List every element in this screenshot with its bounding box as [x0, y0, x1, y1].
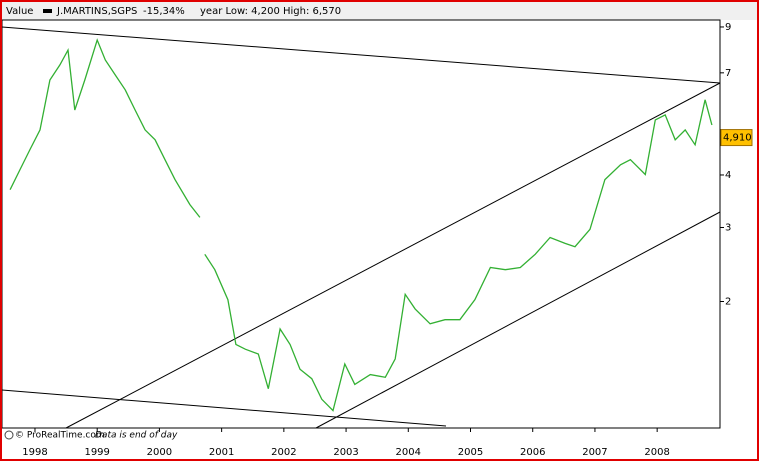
- header-change: -15,34%: [143, 6, 185, 17]
- trend-line: [65, 82, 721, 429]
- trend-line: [1, 389, 447, 427]
- x-tick-label: 2001: [209, 447, 234, 458]
- x-tick-label: 2004: [396, 447, 421, 458]
- x-tick-label: 2008: [644, 447, 669, 458]
- x-tick-label: 2007: [582, 447, 607, 458]
- last-value-label: 4,910: [723, 133, 752, 144]
- y-tick-label: 7: [725, 68, 731, 79]
- x-tick-label: 2006: [520, 447, 545, 458]
- last-value-box: [720, 129, 753, 147]
- header-name: J.MARTINS,SGPS: [56, 6, 137, 17]
- x-tick-label: 2003: [333, 447, 358, 458]
- legend-swatch: [43, 9, 52, 13]
- header-range: year Low: 4,200 High: 6,570: [200, 6, 341, 17]
- trend-lines: [1, 26, 721, 429]
- y-tick-label: 9: [725, 22, 731, 33]
- copyright-icon: [4, 430, 14, 440]
- footer-note: Data is end of day: [95, 431, 178, 441]
- y-tick-label: 2: [725, 296, 731, 307]
- price-line: [9, 38, 713, 412]
- footer-source: © ProRealTime.com: [15, 431, 105, 441]
- y-tick-label: 4: [725, 170, 731, 181]
- x-tick-label: 2000: [147, 447, 172, 458]
- x-tick-label: 2005: [458, 447, 483, 458]
- x-tick-label: 2002: [271, 447, 296, 458]
- header-bar: [1, 1, 758, 20]
- trend-line: [1, 26, 721, 84]
- x-tick-label: 1999: [84, 447, 109, 458]
- y-tick-label: 3: [725, 222, 731, 233]
- x-tick-label: 1998: [22, 447, 47, 458]
- header-label: Value: [6, 6, 33, 17]
- trend-line: [315, 211, 721, 429]
